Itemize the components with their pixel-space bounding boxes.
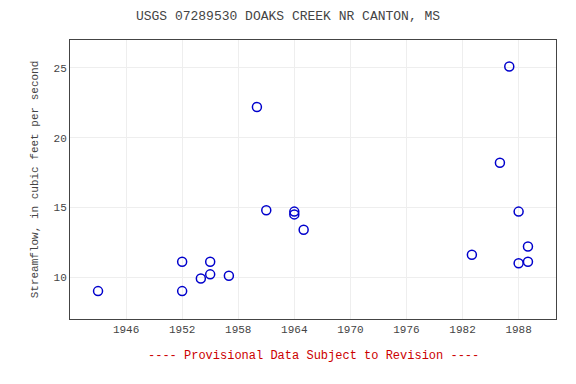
svg-text:15: 15 [54, 202, 67, 214]
svg-text:1970: 1970 [337, 324, 363, 336]
svg-text:1982: 1982 [449, 324, 475, 336]
svg-text:20: 20 [54, 133, 67, 145]
svg-text:1952: 1952 [169, 324, 195, 336]
svg-text:1946: 1946 [113, 324, 139, 336]
svg-text:Streamflow, in cubic feet per: Streamflow, in cubic feet per second [29, 61, 41, 299]
svg-text:USGS 07289530 DOAKS CREEK NR C: USGS 07289530 DOAKS CREEK NR CANTON, MS [136, 9, 440, 24]
svg-text:1988: 1988 [505, 324, 531, 336]
svg-text:---- Provisional Data Subject: ---- Provisional Data Subject to Revisio… [148, 349, 479, 363]
svg-text:1958: 1958 [225, 324, 251, 336]
svg-text:1964: 1964 [281, 324, 308, 336]
svg-text:10: 10 [54, 272, 67, 284]
svg-text:1976: 1976 [393, 324, 419, 336]
svg-text:25: 25 [54, 63, 67, 75]
